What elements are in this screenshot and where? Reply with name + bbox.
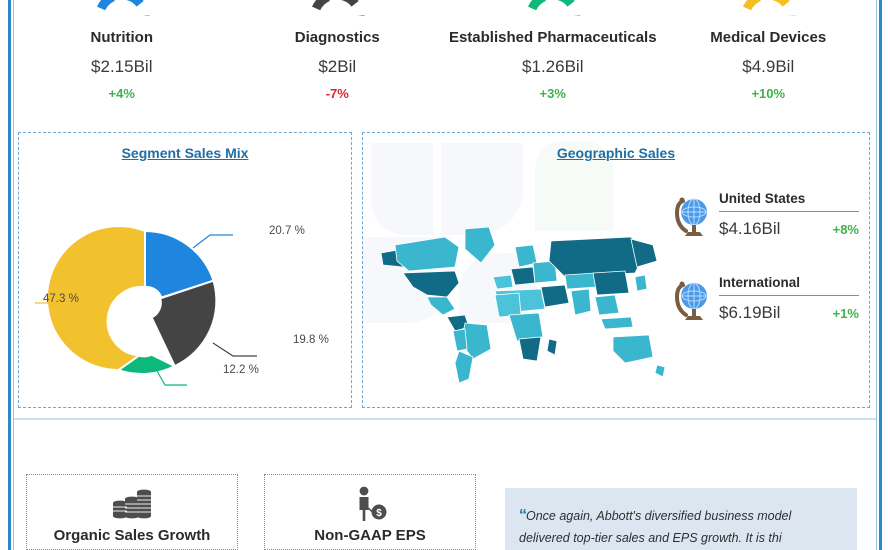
geographic-sales-panel: Geographic Sales — [362, 132, 870, 408]
pie-slice-medical-devices[interactable] — [45, 225, 146, 372]
segment-tile-nutrition[interactable]: Nutrition $2.15Bil +4% — [14, 0, 230, 118]
pie-label-established-pharmaceuticals: 12.2 % — [223, 364, 259, 376]
segment-name: Established Pharmaceuticals — [448, 29, 657, 46]
outlook-card-organic-sales-growth[interactable]: Organic Sales Growth — [26, 474, 238, 550]
segment-name: Diagnostics — [294, 29, 380, 46]
outlook-card-label: Organic Sales Growth — [53, 527, 211, 544]
segment-change: +3% — [539, 85, 566, 101]
outlook-banner — [0, 424, 890, 460]
segment-tile-medical-devices[interactable]: Medical Devices $4.9Bil +10% — [661, 0, 877, 118]
page-rail-right — [879, 0, 882, 550]
geo-value: $4.16Bil — [719, 219, 781, 238]
geo-value: $6.19Bil — [719, 303, 781, 322]
page-rail-inner-left — [13, 0, 14, 550]
geo-row-international[interactable]: International $6.19Bil +1% — [669, 275, 859, 325]
pie-slice-established-pharmaceuticals[interactable] — [116, 353, 177, 376]
mid-panels: Segment Sales Mix — [18, 132, 870, 408]
segment-name: Nutrition — [90, 29, 153, 46]
segment-value: $1.26Bil — [522, 56, 584, 76]
pie-label-nutrition: 20.7 % — [269, 225, 305, 237]
outlook-card-label: Non-GAAP EPS — [314, 527, 426, 544]
pie-slice-nutrition[interactable] — [144, 229, 215, 299]
world-map — [369, 191, 669, 391]
globe-icon — [669, 275, 715, 325]
page-rail-inner-right — [876, 0, 877, 550]
dashed-ring-icon — [521, 0, 585, 16]
geo-change: +8% — [832, 222, 859, 237]
donut-hole — [129, 287, 161, 319]
svg-text:$: $ — [376, 508, 382, 519]
segment-tiles: Nutrition $2.15Bil +4% Diagnostics $2Bil… — [14, 0, 876, 118]
segment-change: -7% — [325, 85, 349, 101]
page-rail-left — [8, 0, 11, 550]
leader-line-diagnostics — [212, 342, 257, 357]
quote-line-2: delivered top-tier sales and EPS growth.… — [519, 530, 782, 545]
geo-name: United States — [719, 191, 806, 206]
pie-label-medical-devices: 47.3 % — [43, 293, 79, 305]
pie-label-diagnostics: 19.8 % — [293, 334, 329, 346]
globe-icon — [669, 191, 715, 241]
coin-stacks-icon — [110, 485, 154, 523]
segment-value: $2Bil — [318, 56, 357, 76]
leader-line-established-pharmaceuticals — [156, 370, 187, 386]
outlook-title: Outlook — [26, 428, 93, 449]
outlook-cards: Organic Sales Growth $ Non-GAAP EPS — [26, 474, 864, 550]
executive-quote: “Once again, Abbott's diversified busine… — [505, 488, 857, 550]
leader-line-nutrition — [192, 234, 233, 249]
segment-tile-established-pharmaceuticals[interactable]: Established Pharmaceuticals $1.26Bil +3% — [445, 0, 661, 118]
outlook-card-non-gaap-eps[interactable]: $ Non-GAAP EPS — [264, 474, 476, 550]
donut-svg — [35, 225, 257, 386]
segment-name: Medical Devices — [710, 29, 827, 46]
geo-name: International — [719, 275, 801, 290]
watermark-shape — [535, 141, 613, 231]
outlook-separator — [14, 418, 876, 420]
quote-line-1: Once again, Abbott's diversified busines… — [526, 509, 792, 523]
dashed-ring-icon — [305, 0, 369, 16]
quote-open-icon: “ — [519, 507, 527, 524]
watermark-shape — [441, 143, 523, 235]
segment-change: +10% — [751, 85, 786, 101]
geographic-stats: United States $4.16Bil +8% — [669, 191, 859, 359]
geo-row-united-states[interactable]: United States $4.16Bil +8% — [669, 191, 859, 241]
segment-change: +4% — [108, 85, 135, 101]
segment-value: $4.9Bil — [742, 56, 795, 76]
dashed-ring-icon — [736, 0, 800, 16]
panel-title[interactable]: Geographic Sales — [556, 145, 676, 161]
geo-change: +1% — [832, 306, 859, 321]
segment-sales-mix-panel: Segment Sales Mix — [18, 132, 352, 408]
dashed-ring-icon — [90, 0, 154, 16]
donut-chart: 20.7 % 19.8 % 12.2 % 47.3 % — [19, 179, 351, 399]
world-map-svg — [380, 226, 666, 384]
panel-title[interactable]: Segment Sales Mix — [121, 145, 249, 161]
segment-value: $2.15Bil — [91, 56, 153, 76]
person-dollar-icon: $ — [350, 485, 390, 523]
watermark-shape — [371, 143, 433, 235]
segment-tile-diagnostics[interactable]: Diagnostics $2Bil -7% — [230, 0, 446, 118]
geo-divider — [719, 211, 859, 212]
geo-divider — [719, 295, 859, 296]
